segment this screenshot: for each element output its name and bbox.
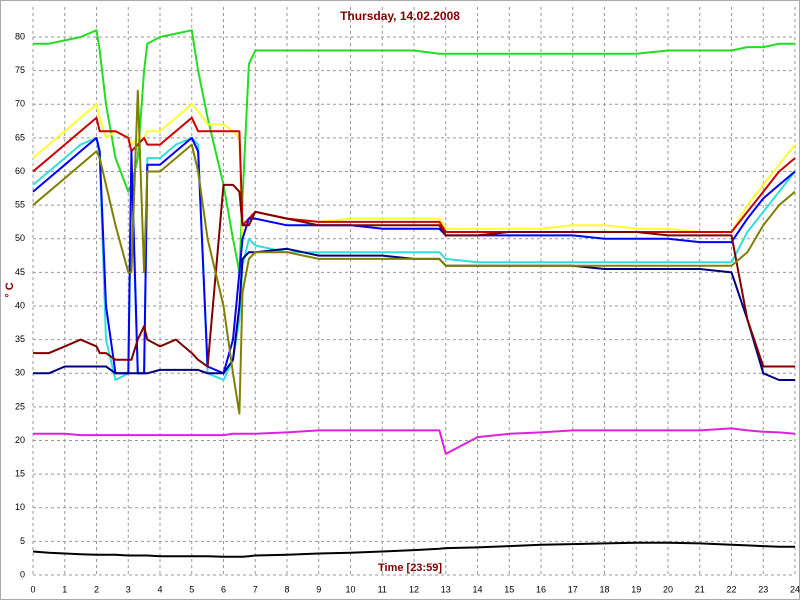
y-tick-label: 40	[15, 300, 25, 310]
y-tick-label: 0	[20, 569, 25, 579]
x-tick-label: 24	[790, 584, 800, 594]
x-tick-label: 3	[126, 584, 131, 594]
x-axis-label: Time [23:59]	[378, 562, 442, 574]
y-tick-label: 75	[15, 65, 25, 75]
x-tick-label: 17	[568, 584, 578, 594]
x-tick-label: 13	[441, 584, 451, 594]
lines	[32, 29, 796, 558]
x-tick-label: 21	[695, 584, 705, 594]
y-tick-label: 10	[15, 502, 25, 512]
y-tick-label: 60	[15, 166, 25, 176]
y-tick-label: 55	[15, 200, 25, 210]
x-tick-label: 6	[221, 584, 226, 594]
y-tick-label: 5	[20, 536, 25, 546]
y-axis-label: ° C	[4, 282, 16, 297]
y-tick-label: 25	[15, 401, 25, 411]
x-tick-label: 10	[345, 584, 355, 594]
series-line	[32, 541, 795, 558]
x-tick-label: 8	[284, 584, 289, 594]
x-tick-label: 23	[758, 584, 768, 594]
x-tick-label: 15	[504, 584, 514, 594]
x-tick-label: 5	[189, 584, 194, 594]
y-tick-label: 45	[15, 267, 25, 277]
y-tick-label: 50	[15, 233, 25, 243]
x-tick-label: 19	[631, 584, 641, 594]
y-tick-label: 30	[15, 368, 25, 378]
x-tick-label: 11	[378, 584, 387, 594]
grid	[32, 7, 796, 576]
y-tick-label: 20	[15, 435, 25, 445]
x-tick-label: 9	[316, 584, 321, 594]
series-line	[33, 29, 795, 274]
x-tick-label: 22	[726, 584, 736, 594]
series-line	[32, 89, 796, 415]
y-tick-label: 15	[15, 469, 25, 479]
y-tick-label: 65	[15, 132, 25, 142]
x-tick-label: 0	[30, 584, 35, 594]
series-line	[32, 136, 796, 381]
x-tick-label: 7	[253, 584, 258, 594]
x-tick-label: 14	[472, 584, 482, 594]
x-tick-label: 2	[94, 584, 99, 594]
series-line	[33, 427, 796, 455]
y-tick-label: 80	[15, 31, 25, 41]
x-tick-label: 12	[409, 584, 419, 594]
x-tick-label: 4	[157, 584, 162, 594]
y-tick-label: 70	[15, 99, 25, 109]
x-tick-label: 1	[62, 584, 67, 594]
x-tick-label: 16	[536, 584, 546, 594]
y-tick-label: 35	[15, 334, 25, 344]
series-line	[33, 183, 795, 368]
x-tick-label: 20	[663, 584, 673, 594]
series-line	[33, 247, 795, 381]
x-tick-label: 18	[599, 584, 609, 594]
chart-title: Thursday, 14.02.2008	[340, 9, 460, 23]
